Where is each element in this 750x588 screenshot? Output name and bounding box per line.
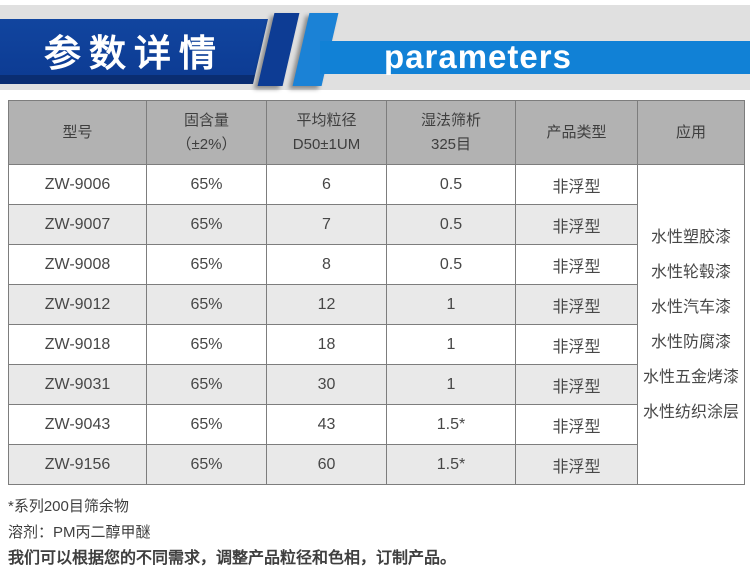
solid-content-cell: 65% (146, 404, 267, 445)
footnotes: *系列200目筛余物 溶剂：PM丙二醇甲醚 我们可以根据您的不同需求，调整产品粒… (8, 494, 750, 572)
particle-size-cell: 7 (266, 204, 387, 245)
section-header-banner: 参数详情 parameters (0, 0, 750, 100)
table-row: ZW-9156 65% 60 1.5* 非浮型 (8, 444, 745, 485)
column-header-4: 产品类型 (515, 100, 638, 165)
model-cell: ZW-9008 (8, 244, 147, 285)
title-en-banner: parameters (320, 38, 750, 75)
page-title-en: parameters (384, 38, 572, 75)
footnote-customization: 我们可以根据您的不同需求，调整产品粒径和色相，订制产品。 (8, 550, 457, 567)
column-header-line2: （±2%） (176, 135, 237, 153)
product-type-cell: 非浮型 (515, 204, 638, 245)
column-header-5: 应用 (637, 100, 745, 165)
solid-content-cell: 65% (146, 324, 267, 365)
application-item: 水性防腐漆 (650, 333, 731, 351)
table-row: ZW-9031 65% 30 1 非浮型 (8, 364, 745, 405)
title-cn-banner: 参数详情 (0, 19, 268, 84)
particle-size-cell: 8 (266, 244, 387, 285)
model-cell: ZW-9007 (8, 204, 147, 245)
model-cell: ZW-9018 (8, 324, 147, 365)
table-row: ZW-9018 65% 18 1 非浮型 (8, 324, 745, 365)
table-row: ZW-9008 65% 8 0.5 非浮型 (8, 244, 745, 285)
column-header-line1: 产品类型 (546, 123, 607, 141)
product-type-cell: 非浮型 (515, 164, 638, 205)
sieve-analysis-cell: 0.5 (386, 204, 516, 245)
column-header-1: 固含量 （±2%） (146, 100, 267, 165)
particle-size-cell: 12 (266, 284, 387, 325)
product-type-cell: 非浮型 (515, 364, 638, 405)
table-row: ZW-9007 65% 7 0.5 非浮型 (8, 204, 745, 245)
column-header-line1: 型号 (62, 123, 93, 141)
solid-content-cell: 65% (146, 284, 267, 325)
application-item: 水性五金烤漆 (642, 368, 739, 386)
footnote-solvent: 溶剂：PM丙二醇甲醚 (8, 524, 151, 541)
model-cell: ZW-9031 (8, 364, 147, 405)
column-header-line1: 应用 (675, 123, 706, 141)
model-cell: ZW-9043 (8, 404, 147, 445)
application-cell: 水性塑胶漆水性轮毂漆水性汽车漆水性防腐漆水性五金烤漆 水性纺织涂层 (637, 164, 745, 485)
column-header-0: 型号 (8, 100, 147, 165)
column-header-2: 平均粒径 D50±1UM (266, 100, 387, 165)
solid-content-cell: 65% (146, 204, 267, 245)
column-header-3: 湿法筛析 325目 (386, 100, 516, 165)
column-header-line1: 平均粒径 (296, 111, 357, 129)
parameters-table: 型号 固含量 （±2%） 平均粒径 D50±1UM 湿法筛析 325目 产品类型 应用 ZW-9… (8, 100, 745, 485)
sieve-analysis-cell: 1.5* (386, 404, 516, 445)
solid-content-cell: 65% (146, 164, 267, 205)
page-title-cn: 参数详情 (44, 32, 224, 74)
column-header-line2: D50±1UM (292, 135, 361, 153)
column-header-line1: 固含量 (183, 111, 229, 129)
model-cell: ZW-9006 (8, 164, 147, 205)
sieve-analysis-cell: 1 (386, 364, 516, 405)
application-item: 水性塑胶漆 (650, 228, 731, 246)
particle-size-cell: 6 (266, 164, 387, 205)
sieve-analysis-cell: 0.5 (386, 244, 516, 285)
table-row: ZW-9012 65% 12 1 非浮型 (8, 284, 745, 325)
application-item: 水性轮毂漆 (650, 263, 731, 281)
particle-size-cell: 18 (266, 324, 387, 365)
particle-size-cell: 60 (266, 444, 387, 485)
table-row: ZW-9043 65% 43 1.5* 非浮型 (8, 404, 745, 445)
particle-size-cell: 43 (266, 404, 387, 445)
solid-content-cell: 65% (146, 364, 267, 405)
column-header-line1: 湿法筛析 (420, 111, 481, 129)
product-type-cell: 非浮型 (515, 404, 638, 445)
table-body: ZW-9006 65% 6 0.5 非浮型 水性塑胶漆 水性轮毂漆 水性汽车漆 水性防腐漆 水性五… (8, 164, 745, 485)
product-type-cell: 非浮型 (515, 284, 638, 325)
sieve-analysis-cell: 1 (386, 324, 516, 365)
table-row: ZW-9006 65% 6 0.5 非浮型 水性塑胶漆 水性轮毂漆 水性汽车漆 水性防腐漆 水性五… (8, 164, 745, 485)
solid-content-cell: 65% (146, 244, 267, 285)
product-type-cell: 非浮型 (515, 324, 638, 365)
page: 参数详情 parameters 型号 固含量 （±2%） 平均粒径 D50±1UM 湿法筛… (0, 0, 750, 572)
table-header-row: 型号 固含量 （±2%） 平均粒径 D50±1UM 湿法筛析 325目 产品类型 应用 (8, 100, 745, 165)
particle-size-cell: 30 (266, 364, 387, 405)
application-item: 水性汽车漆 (650, 298, 731, 316)
column-header-line2: 325目 (430, 135, 472, 153)
sieve-analysis-cell: 0.5 (386, 164, 516, 205)
table-header: 型号 固含量 （±2%） 平均粒径 D50±1UM 湿法筛析 325目 产品类型 应用 (8, 100, 745, 165)
product-type-cell: 非浮型 (515, 444, 638, 485)
footnote-sieve-residue: *系列200目筛余物 (8, 498, 129, 515)
model-cell: ZW-9012 (8, 284, 147, 325)
solid-content-cell: 65% (146, 444, 267, 485)
product-type-cell: 非浮型 (515, 244, 638, 285)
application-item: 水性纺织涂层 (642, 403, 739, 421)
sieve-analysis-cell: 1.5* (386, 444, 516, 485)
model-cell: ZW-9156 (8, 444, 147, 485)
sieve-analysis-cell: 1 (386, 284, 516, 325)
